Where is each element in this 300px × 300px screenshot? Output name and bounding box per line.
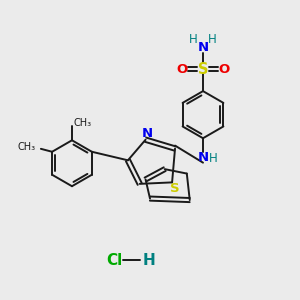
Text: S: S bbox=[169, 182, 179, 195]
Text: O: O bbox=[177, 62, 188, 76]
Text: H: H bbox=[208, 33, 217, 46]
Text: CH₃: CH₃ bbox=[74, 118, 92, 128]
Text: Cl: Cl bbox=[106, 253, 123, 268]
Text: S: S bbox=[198, 61, 208, 76]
Text: CH₃: CH₃ bbox=[17, 142, 36, 152]
Text: H: H bbox=[189, 33, 198, 46]
Text: H: H bbox=[209, 152, 218, 165]
Text: N: N bbox=[197, 151, 208, 164]
Text: O: O bbox=[218, 62, 229, 76]
Text: N: N bbox=[197, 41, 208, 54]
Text: N: N bbox=[142, 127, 153, 140]
Text: H: H bbox=[142, 253, 155, 268]
